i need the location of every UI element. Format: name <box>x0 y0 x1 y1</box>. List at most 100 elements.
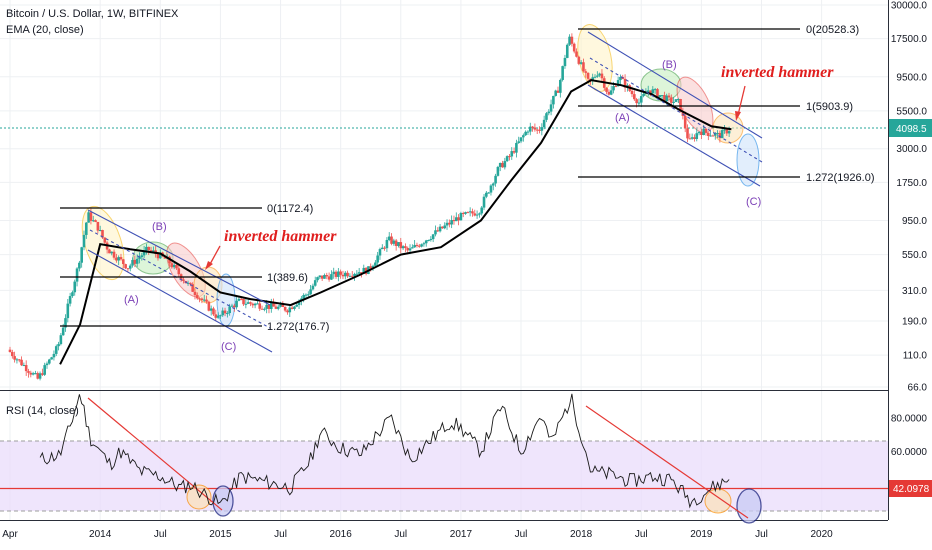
candle-body <box>290 307 294 309</box>
price-axis[interactable]: 30000.0 17500.0 9500.0 5500.0 3000.0 1750.0 95… <box>891 1 928 394</box>
candle-body <box>272 303 275 307</box>
candle-body <box>408 248 412 251</box>
price-tick-label: 950.0 <box>902 216 927 227</box>
price-tick-label: 3000.0 <box>896 144 927 155</box>
candle-body <box>468 211 472 213</box>
time-axis[interactable]: Apr 2014 Jul 2015 Jul 2016 Jul 2017 Jul 2018 Jul 20… <box>2 529 833 540</box>
time-tick-label: 2014 <box>89 529 112 540</box>
candle-body <box>66 303 70 319</box>
candle-body <box>8 349 12 353</box>
candle-body <box>693 137 696 139</box>
candle-body <box>332 271 336 275</box>
candle-body <box>404 246 407 248</box>
candle-body <box>59 335 63 345</box>
wave-label-c-2018: (C) <box>746 196 761 208</box>
candle-body <box>341 274 345 277</box>
candle-body <box>707 132 710 136</box>
candle-body <box>193 291 197 296</box>
annotation-inverted-hammer-2014: inverted hammer <box>224 228 337 245</box>
candle-body <box>676 99 680 101</box>
candle-body <box>450 219 453 225</box>
candle-body <box>531 126 534 128</box>
candle-body <box>57 344 60 347</box>
candle-body <box>82 234 86 248</box>
candle-body <box>473 213 477 216</box>
candle-body <box>512 151 516 153</box>
wave-label-b-2014: (B) <box>152 221 167 233</box>
rsi-axis[interactable]: 80.0000 60.0000 <box>891 414 928 458</box>
candle-body <box>11 352 14 357</box>
candle-body <box>584 71 588 73</box>
candle-body <box>61 327 65 336</box>
candle-body <box>420 244 423 247</box>
candle-body <box>122 259 125 265</box>
candle-body <box>612 86 615 91</box>
candle-body <box>683 115 687 129</box>
candle-body <box>607 91 611 95</box>
candle-body <box>251 303 255 306</box>
candle-body <box>216 315 220 318</box>
candle-body <box>279 304 282 307</box>
candle-body <box>27 371 30 373</box>
price-tick-label: 17500.0 <box>891 34 928 45</box>
candle-body <box>679 99 682 112</box>
candle-body <box>461 213 465 215</box>
fib-label-2014-0: 0(1172.4) <box>267 203 313 215</box>
candle-body <box>170 263 174 268</box>
candle-body <box>253 303 257 306</box>
candle-body <box>34 373 37 375</box>
candle-body <box>133 259 137 264</box>
candle-body <box>700 131 703 136</box>
candle-body <box>434 230 437 235</box>
candle-body <box>209 308 213 311</box>
chart-title: Bitcoin / U.S. Dollar, 1W, BITFINEX <box>6 8 179 20</box>
candle-body <box>152 250 155 252</box>
candle-body <box>221 310 225 316</box>
time-tick-label: 2017 <box>450 529 473 540</box>
candle-body <box>355 273 359 275</box>
wave-label-a-2014: (A) <box>124 294 139 306</box>
candle-body <box>267 304 271 310</box>
candle-body <box>380 247 384 250</box>
channel-upper <box>87 209 271 306</box>
candle-body <box>269 303 273 310</box>
candle-body <box>205 299 208 302</box>
candle-body <box>337 271 340 277</box>
candle-body <box>265 304 268 309</box>
candle-body <box>96 221 100 231</box>
candle-body <box>596 75 599 77</box>
candle-body <box>727 131 731 134</box>
rsi-current-label: 42.0978 <box>893 484 930 495</box>
candle-body <box>535 129 539 131</box>
candle-body <box>568 36 571 45</box>
candle-body <box>427 240 430 242</box>
candle-body <box>182 279 185 281</box>
candle-body <box>688 138 692 140</box>
candle-body <box>138 257 141 259</box>
candle-body <box>22 365 26 367</box>
candle-body <box>235 300 238 308</box>
candle-body <box>131 259 134 266</box>
price-tick-label: 30000.0 <box>891 1 928 12</box>
price-tick-label: 310.0 <box>902 286 927 297</box>
candle-body <box>38 373 42 379</box>
candle-body <box>478 213 481 215</box>
candle-body <box>637 102 641 104</box>
rsi-line <box>39 393 730 509</box>
wave-label-a-2018: (A) <box>615 112 630 124</box>
candle-body <box>48 359 51 364</box>
candle-body <box>674 99 678 102</box>
candle-body <box>422 243 426 245</box>
candle-body <box>306 294 310 296</box>
candle-body <box>334 271 338 277</box>
current-price-label: 4098.5 <box>896 124 927 135</box>
candle-body <box>339 271 342 275</box>
time-tick-label: Jul <box>635 529 648 540</box>
candle-body <box>297 300 301 305</box>
candle-body <box>198 298 201 300</box>
candle-body <box>482 196 486 208</box>
candle-body <box>186 282 190 284</box>
candle-body <box>189 282 192 285</box>
ema-line <box>59 79 732 365</box>
